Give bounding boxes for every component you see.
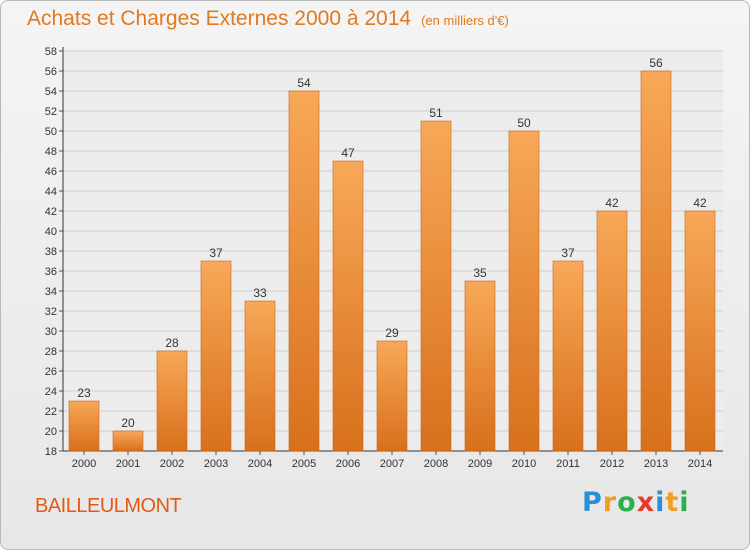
bar <box>156 350 188 452</box>
bar-value-label: 50 <box>517 116 531 130</box>
bar-value-label: 51 <box>429 106 443 120</box>
chart-subtitle: (en milliers d'€) <box>421 13 509 28</box>
y-tick-label: 30 <box>45 326 57 338</box>
bar-value-label: 56 <box>649 56 663 70</box>
x-tick-label: 2011 <box>556 458 580 470</box>
bar <box>464 280 496 452</box>
x-tick-label: 2002 <box>160 458 184 470</box>
logo-letter: P <box>582 487 603 518</box>
y-tick-label: 32 <box>45 306 57 318</box>
bar <box>508 130 540 452</box>
bar <box>596 210 628 452</box>
bar-value-label: 47 <box>341 146 355 160</box>
logo-letter: o <box>617 487 637 518</box>
y-tick-label: 50 <box>45 126 57 138</box>
y-tick-label: 18 <box>45 446 57 458</box>
town-name: BAILLEULMONT <box>35 495 182 517</box>
bar <box>288 90 320 452</box>
y-tick-label: 58 <box>45 46 57 58</box>
bar-value-label: 28 <box>165 336 179 350</box>
x-tick-label: 2014 <box>688 458 712 470</box>
bar <box>332 160 364 452</box>
y-tick-label: 36 <box>45 266 57 278</box>
bar-value-label: 42 <box>693 196 707 210</box>
y-tick-label: 24 <box>45 386 57 398</box>
x-tick-label: 2010 <box>512 458 536 470</box>
bar-value-label: 33 <box>253 286 267 300</box>
x-tick-label: 2003 <box>204 458 228 470</box>
logo-letter: i <box>655 487 666 518</box>
x-tick-label: 2000 <box>72 458 96 470</box>
x-tick-label: 2004 <box>248 458 272 470</box>
bar <box>376 340 408 452</box>
bar-value-label: 35 <box>473 266 487 280</box>
bar-value-label: 42 <box>605 196 619 210</box>
chart-title: Achats et Charges Externes 2000 à 2014 (e… <box>27 7 509 31</box>
bar-value-label: 20 <box>121 416 135 430</box>
x-tick-label: 2008 <box>424 458 448 470</box>
y-tick-label: 54 <box>45 86 57 98</box>
bar <box>640 70 672 452</box>
bar <box>200 260 232 452</box>
x-tick-label: 2009 <box>468 458 492 470</box>
logo-letter: i <box>679 487 690 518</box>
x-tick-label: 2006 <box>336 458 360 470</box>
bar-value-label: 29 <box>385 326 399 340</box>
x-tick-label: 2007 <box>380 458 404 470</box>
y-tick-label: 26 <box>45 366 57 378</box>
y-tick-label: 52 <box>45 106 57 118</box>
chart-title-text: Achats et Charges Externes 2000 à 2014 <box>27 7 412 30</box>
y-tick-label: 56 <box>45 66 57 78</box>
bar <box>244 300 276 452</box>
logo-letter: r <box>602 487 618 518</box>
x-tick-label: 2013 <box>644 458 668 470</box>
y-tick-label: 34 <box>45 286 57 298</box>
proxiti-logo: Proxiti <box>582 487 690 518</box>
y-tick-label: 40 <box>45 226 57 238</box>
logo-letter: x <box>636 487 656 518</box>
bar-value-label: 37 <box>209 246 223 260</box>
bar <box>112 430 144 452</box>
bar <box>420 120 452 452</box>
y-tick-label: 28 <box>45 346 57 358</box>
x-tick-label: 2012 <box>600 458 624 470</box>
bar-value-label: 23 <box>77 386 91 400</box>
y-tick-label: 22 <box>45 406 57 418</box>
y-tick-label: 42 <box>45 206 57 218</box>
y-tick-label: 38 <box>45 246 57 258</box>
bar <box>684 210 716 452</box>
y-tick-label: 44 <box>45 186 57 198</box>
x-tick-label: 2005 <box>292 458 316 470</box>
y-tick-label: 46 <box>45 166 57 178</box>
bar-value-label: 37 <box>561 246 575 260</box>
bar-value-label: 54 <box>297 76 311 90</box>
x-tick-label: 2001 <box>116 458 140 470</box>
y-tick-label: 48 <box>45 146 57 158</box>
logo-letter: t <box>665 487 680 518</box>
bar <box>552 260 584 452</box>
y-tick-label: 20 <box>45 426 57 438</box>
bar <box>68 400 100 452</box>
